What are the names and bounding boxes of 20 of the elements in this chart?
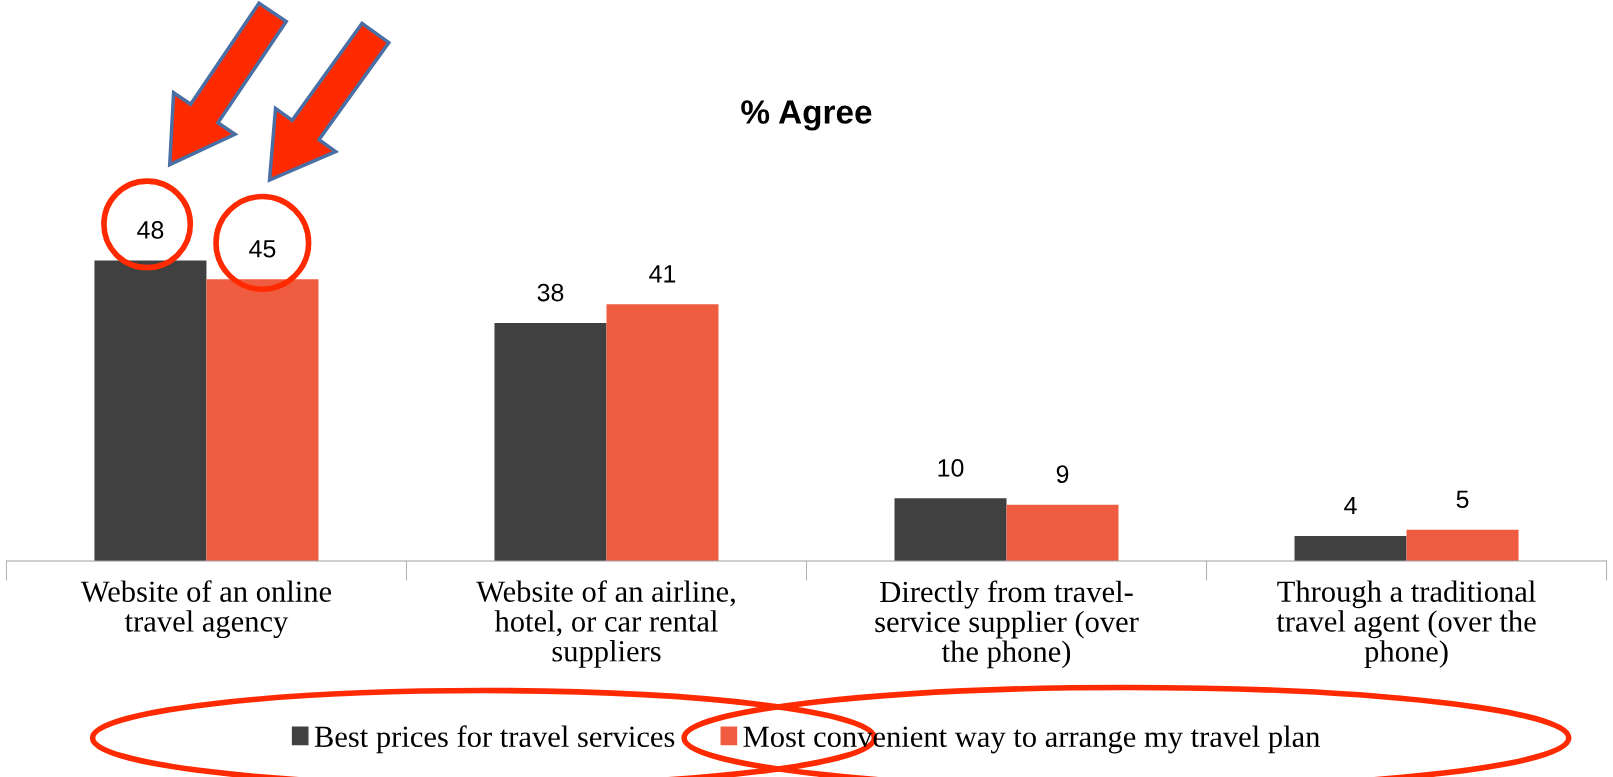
- data-label: 38: [537, 283, 564, 302]
- data-label: 45: [249, 240, 276, 258]
- bar: [1294, 535, 1407, 561]
- chart-title: % Agree: [741, 100, 872, 131]
- bar: [494, 323, 607, 561]
- bar: [1006, 504, 1119, 561]
- data-label: 9: [1056, 465, 1069, 484]
- data-label: 48: [137, 221, 164, 239]
- data-label: 4: [1344, 496, 1357, 515]
- data-label: 5: [1456, 490, 1469, 509]
- bar: [606, 304, 719, 561]
- legend-label: Best prices for travel services: [314, 725, 675, 754]
- x-tick-label: Website of an online travel agency: [80, 580, 332, 639]
- bar: [894, 498, 1007, 561]
- data-label: 10: [938, 459, 964, 477]
- bar: [1406, 529, 1519, 561]
- x-tick-label: Through a traditional travel agent (over the phone): [1276, 580, 1536, 668]
- x-tick-label: Directly from travel- service supplier (over the phone): [875, 580, 1139, 669]
- data-label: 41: [649, 265, 676, 283]
- x-tick-label: Website of an airline, hotel, or car rental suppliers: [476, 580, 735, 668]
